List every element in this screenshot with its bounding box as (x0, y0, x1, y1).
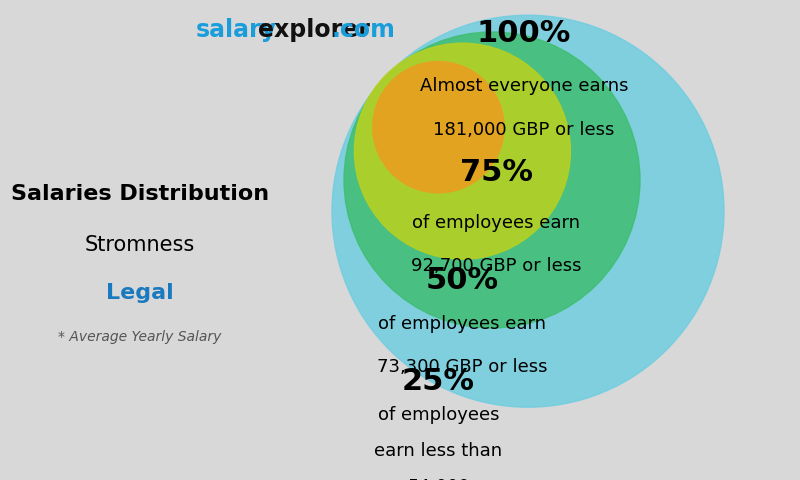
Text: Legal: Legal (106, 283, 174, 303)
Text: Stromness: Stromness (85, 235, 195, 255)
Text: 73,300 GBP or less: 73,300 GBP or less (377, 358, 548, 376)
Text: of employees earn: of employees earn (378, 315, 546, 333)
Text: 100%: 100% (477, 19, 571, 48)
Text: of employees: of employees (378, 406, 499, 424)
Text: 50%: 50% (426, 266, 499, 295)
Text: 92,700 GBP or less: 92,700 GBP or less (410, 257, 582, 276)
Text: 25%: 25% (402, 367, 475, 396)
Ellipse shape (332, 15, 724, 407)
Ellipse shape (354, 43, 570, 259)
Text: of employees earn: of employees earn (412, 214, 580, 232)
Ellipse shape (373, 61, 504, 193)
Text: 75%: 75% (459, 158, 533, 187)
Ellipse shape (344, 32, 640, 328)
Text: Almost everyone earns: Almost everyone earns (420, 77, 628, 96)
Text: salary: salary (196, 18, 277, 42)
Text: 181,000 GBP or less: 181,000 GBP or less (434, 120, 614, 139)
Text: Salaries Distribution: Salaries Distribution (11, 184, 269, 204)
Text: .com: .com (332, 18, 396, 42)
Text: 54,000: 54,000 (407, 478, 470, 480)
Text: explorer: explorer (258, 18, 370, 42)
Text: earn less than: earn less than (374, 442, 502, 460)
Text: * Average Yearly Salary: * Average Yearly Salary (58, 330, 222, 344)
